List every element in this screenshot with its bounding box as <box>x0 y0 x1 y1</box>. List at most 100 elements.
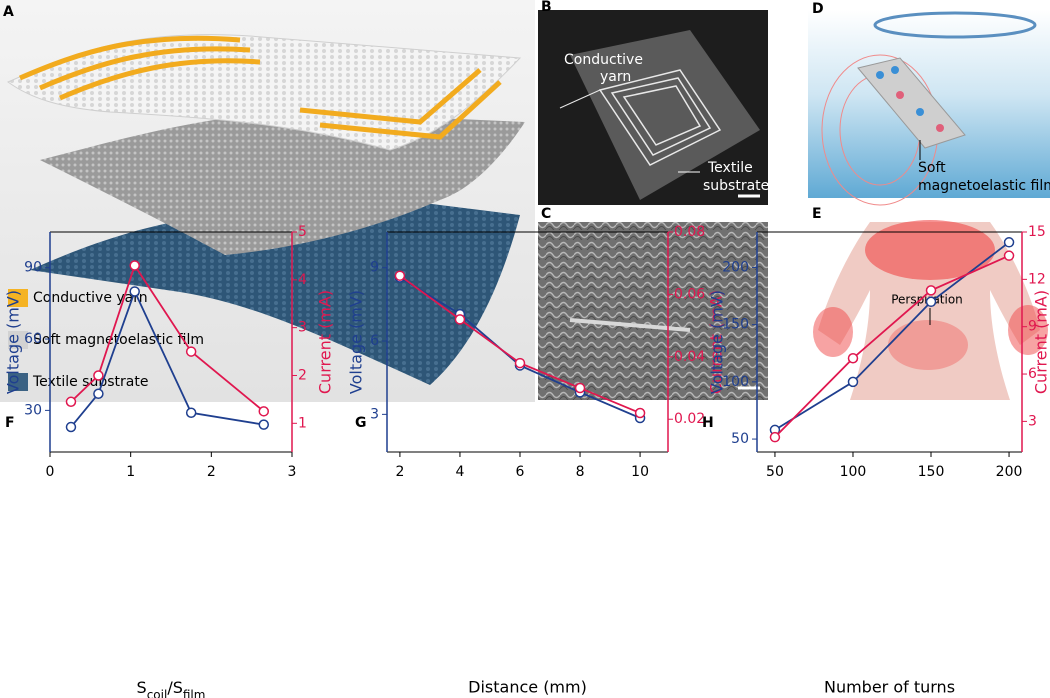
coil <box>622 85 702 146</box>
y2-tick-label: 9 <box>1028 319 1037 335</box>
y2-tick-label: 0.04 <box>674 349 705 365</box>
coil <box>598 69 722 166</box>
particle <box>876 71 884 79</box>
legend-label: Soft magnetoelastic film <box>33 332 204 348</box>
annotation: Conductive <box>564 52 643 68</box>
panel-label: H <box>702 415 714 431</box>
yarn-stripe <box>19 35 241 81</box>
particle <box>896 91 904 99</box>
data-point <box>93 370 104 381</box>
x-axis-label-part: /S <box>167 678 183 697</box>
y-tick-label: 150 <box>722 317 749 333</box>
x-tick-label: 150 <box>918 464 945 480</box>
heat-area <box>813 307 853 357</box>
x-tick-label: 6 <box>516 464 525 480</box>
y2-tick-label: 5 <box>298 224 307 240</box>
annotation: substrate <box>703 178 769 194</box>
y2-axis-label: Current (mA) <box>316 290 335 394</box>
data-point <box>65 421 77 433</box>
data-point <box>514 357 526 369</box>
data-point <box>93 388 104 399</box>
legend-swatch <box>8 289 28 307</box>
data-point <box>847 376 859 388</box>
panel-label: D <box>812 1 824 17</box>
annotation: Soft <box>918 160 946 176</box>
data-point <box>129 286 140 297</box>
y-tick-label: 6 <box>370 333 379 349</box>
x-tick-label: 3 <box>288 464 297 480</box>
panel-label: E <box>812 206 822 222</box>
x-tick-label: 4 <box>455 464 464 480</box>
y-tick-label: 50 <box>731 431 749 447</box>
x-tick-label: 1 <box>126 464 135 480</box>
heat-area <box>888 320 968 370</box>
panel-label: B <box>541 0 552 15</box>
x-tick-label: 0 <box>46 464 55 480</box>
data-point <box>1003 237 1015 248</box>
x-tick-label: 10 <box>631 464 649 480</box>
y-axis-label: Voltage (mV) <box>4 290 23 394</box>
data-point <box>454 314 466 325</box>
heat-area <box>865 220 995 280</box>
y2-tick-label: 0.02 <box>674 411 705 427</box>
data-point <box>185 407 197 419</box>
y-tick-label: 30 <box>24 402 42 418</box>
y-tick-label: 60 <box>24 331 42 347</box>
panel-b: Conductive yarn Textile substrate B <box>538 0 769 205</box>
y2-tick-label: 3 <box>298 320 307 336</box>
film-layer <box>40 112 525 255</box>
panel-label: G <box>355 415 367 431</box>
y2-axis-label: Current (mA) <box>707 290 726 394</box>
data-point <box>847 353 859 364</box>
x-tick-label: 2 <box>207 464 216 480</box>
panel-label: A <box>3 4 14 20</box>
x-axis-label: Scoil/Sfilm <box>137 678 206 698</box>
textile-layer <box>30 200 520 385</box>
series-line <box>774 241 1010 431</box>
data-point <box>129 260 140 271</box>
data-point <box>185 346 197 357</box>
panel-d: Soft magnetoelastic film D <box>808 1 1050 206</box>
panel-a: Conductive yarn Soft magnetoelastic film… <box>0 0 535 402</box>
data-point <box>574 382 586 394</box>
x-tick-label: 100 <box>840 464 867 480</box>
y2-tick-label: 4 <box>298 272 307 288</box>
panel-label: F <box>5 415 15 431</box>
yarn-stripe <box>39 46 251 91</box>
annotation: magnetoelastic film <box>918 178 1050 194</box>
x-axis-label-part: S <box>137 678 147 697</box>
y-tick-label: 100 <box>722 374 749 390</box>
y2-tick-label: 2 <box>298 367 307 383</box>
particle <box>891 66 899 74</box>
data-point <box>925 296 937 308</box>
data-point <box>258 406 270 417</box>
y2-tick-label: 6 <box>1028 366 1037 382</box>
annotation: yarn <box>600 69 631 85</box>
panel-label: C <box>541 206 551 222</box>
yarn-stripe <box>319 80 502 140</box>
coil <box>610 77 712 156</box>
x-axis-label-part: coil <box>147 688 168 698</box>
y2-tick-label: 0.06 <box>674 286 705 302</box>
coil-ring <box>873 11 1037 39</box>
fiber <box>569 318 691 332</box>
data-point <box>394 270 406 281</box>
y-tick-label: 90 <box>24 260 42 276</box>
leader-line <box>559 89 601 109</box>
y2-tick-label: 0.08 <box>674 224 705 240</box>
legend-label: Textile substrate <box>32 374 148 390</box>
data-point <box>634 407 646 419</box>
x-axis-label-part: film <box>183 688 206 698</box>
x-tick-label: 8 <box>576 464 585 480</box>
y-tick-label: 9 <box>370 260 379 276</box>
data-point <box>925 285 937 296</box>
y2-axis-label: Current (mA) <box>1032 290 1050 394</box>
y-axis-label: Voltage (mV) <box>708 290 727 394</box>
legend-swatch <box>8 331 28 349</box>
sem-image <box>538 222 768 400</box>
heat-area <box>1008 305 1048 355</box>
particle <box>916 108 924 116</box>
y2-tick-label: 12 <box>1028 271 1046 287</box>
x-tick-label: 50 <box>766 464 784 480</box>
